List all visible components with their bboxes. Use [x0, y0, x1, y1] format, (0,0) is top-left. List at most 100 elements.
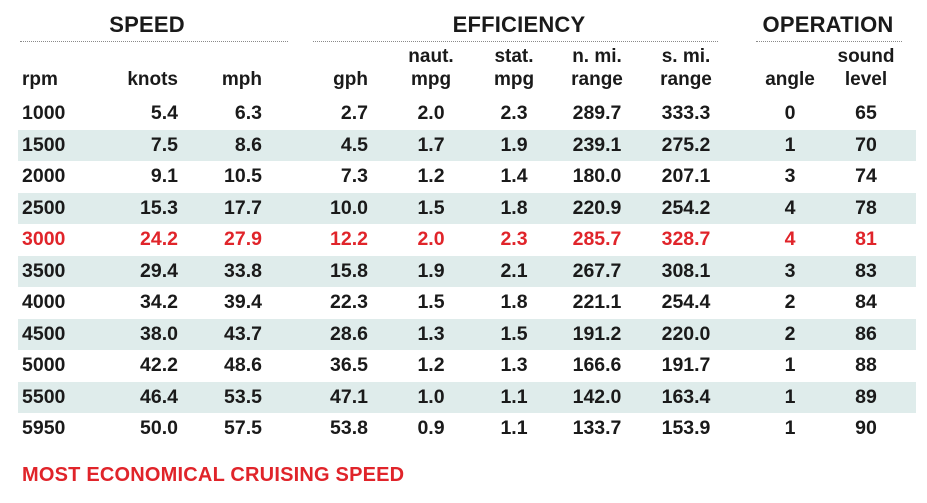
cell-n-mi-range: 180.0: [572, 165, 622, 187]
group-divider-speed: [20, 41, 288, 42]
cell-naut-mpg: 1.2: [417, 165, 445, 187]
cell-knots: 50.0: [140, 417, 178, 439]
table-row: 5950 50.0 57.5 53.8 0.9 1.1 133.7 153.9 1 90: [18, 413, 916, 444]
column-header-s-mi-range-line1: s. mi.: [661, 46, 711, 67]
cell-s-mi-range: 308.1: [661, 259, 711, 282]
cell-n-mi-range: 221.1: [572, 291, 622, 313]
cell-rpm: 3000: [22, 228, 66, 250]
cell-angle: 1: [784, 385, 796, 408]
cell-sound-level: 89: [855, 385, 877, 408]
cell-stat-mpg: 1.8: [500, 291, 528, 313]
column-header-sound-level-line1: sound: [837, 46, 895, 67]
table-row: 1500 7.5 8.6 4.5 1.7 1.9 239.1 275.2 1 70: [18, 129, 916, 161]
group-divider-efficiency: [313, 41, 718, 42]
table-row: 2000 9.1 10.5 7.3 1.2 1.4 180.0 207.1 3 74: [18, 161, 916, 192]
cell-angle: 4: [784, 196, 796, 219]
column-header-rpm-line2: rpm: [22, 69, 58, 90]
cell-angle: 1: [784, 133, 796, 156]
group-header-speed: SPEED: [109, 12, 185, 37]
table-row: 5500 46.4 53.5 47.1 1.0 1.1 142.0 163.4 1 89: [18, 381, 916, 413]
cell-gph: 36.5: [330, 354, 368, 376]
column-header-knots-line2: knots: [127, 69, 178, 90]
cell-gph: 7.3: [340, 165, 368, 187]
cell-mph: 6.3: [234, 102, 262, 124]
cell-naut-mpg: 1.3: [417, 322, 445, 345]
cell-gph: 4.5: [340, 133, 368, 156]
cell-mph: 43.7: [224, 322, 262, 345]
cell-stat-mpg: 2.3: [500, 228, 528, 250]
cell-n-mi-range: 166.6: [572, 354, 622, 376]
cell-mph: 53.5: [224, 385, 262, 408]
cell-mph: 17.7: [224, 196, 262, 219]
table-row: 5000 42.2 48.6 36.5 1.2 1.3 166.6 191.7 1 88: [18, 350, 916, 381]
cell-mph: 10.5: [224, 165, 262, 187]
cell-stat-mpg: 1.5: [500, 322, 528, 345]
cell-rpm: 4000: [22, 291, 66, 313]
cell-angle: 1: [784, 417, 796, 439]
cell-angle: 3: [784, 165, 796, 187]
cell-sound-level: 65: [855, 102, 877, 124]
cell-s-mi-range: 275.2: [661, 133, 711, 156]
cell-naut-mpg: 0.9: [417, 417, 445, 439]
cell-rpm: 1000: [22, 102, 66, 124]
cell-rpm: 2500: [22, 196, 66, 219]
cell-stat-mpg: 1.8: [500, 196, 528, 219]
cell-rpm: 4500: [22, 322, 66, 345]
cell-s-mi-range: 328.7: [661, 228, 711, 250]
cell-n-mi-range: 285.7: [572, 228, 622, 250]
footnote-most-economical: MOST ECONOMICAL CRUISING SPEED: [22, 464, 405, 486]
cell-rpm: 5500: [22, 385, 66, 408]
cell-rpm: 1500: [22, 133, 66, 156]
cell-s-mi-range: 333.3: [661, 102, 711, 124]
cell-naut-mpg: 2.0: [417, 228, 445, 250]
cell-naut-mpg: 1.5: [417, 291, 445, 313]
column-header-n-mi-range-line1: n. mi.: [572, 46, 622, 67]
cell-angle: 0: [784, 102, 796, 124]
column-header-n-mi-range-line2: range: [571, 69, 623, 90]
cell-n-mi-range: 267.7: [572, 259, 622, 282]
cell-naut-mpg: 2.0: [417, 102, 445, 124]
cell-mph: 57.5: [224, 417, 262, 439]
cell-s-mi-range: 191.7: [661, 354, 711, 376]
cell-mph: 33.8: [224, 259, 262, 282]
table-row: 4000 34.2 39.4 22.3 1.5 1.8 221.1 254.4 2 84: [18, 287, 916, 318]
column-header-naut-mpg-line2: mpg: [410, 69, 452, 90]
cell-mph: 8.6: [234, 133, 262, 156]
cell-sound-level: 74: [855, 165, 877, 187]
column-header-naut-mpg-line1: naut.: [408, 46, 454, 67]
group-divider-operation: [756, 41, 902, 42]
cell-knots: 5.4: [150, 102, 178, 124]
cell-angle: 2: [784, 291, 796, 313]
cell-s-mi-range: 153.9: [661, 417, 711, 439]
column-header-stat-mpg-line1: stat.: [494, 46, 534, 67]
cell-stat-mpg: 1.1: [500, 417, 528, 439]
cell-knots: 34.2: [140, 291, 178, 313]
cell-mph: 27.9: [224, 228, 262, 250]
cell-angle: 2: [784, 322, 796, 345]
cell-n-mi-range: 239.1: [572, 133, 622, 156]
cell-s-mi-range: 207.1: [661, 165, 711, 187]
cell-knots: 42.2: [140, 354, 178, 376]
cell-n-mi-range: 142.0: [572, 385, 622, 408]
cell-knots: 7.5: [150, 133, 178, 156]
cell-rpm: 5000: [22, 354, 66, 376]
column-header-gph-line2: gph: [333, 69, 368, 90]
cell-n-mi-range: 220.9: [572, 196, 622, 219]
cell-rpm: 2000: [22, 165, 66, 187]
column-header-stat-mpg-line2: mpg: [493, 69, 535, 90]
column-header-mph-line2: mph: [221, 69, 262, 90]
column-header-sound-level-line2: level: [844, 69, 888, 90]
cell-n-mi-range: 133.7: [572, 417, 622, 439]
cell-sound-level: 90: [855, 417, 877, 439]
cell-sound-level: 78: [855, 196, 877, 219]
group-header-operation: OPERATION: [762, 12, 894, 37]
cell-knots: 38.0: [140, 322, 178, 345]
cell-gph: 2.7: [340, 102, 368, 124]
cell-gph: 22.3: [330, 291, 368, 313]
cell-stat-mpg: 1.4: [500, 165, 528, 187]
cell-stat-mpg: 1.1: [500, 385, 528, 408]
table-row: 4500 38.0 43.7 28.6 1.3 1.5 191.2 220.0 2 86: [18, 318, 916, 350]
table-row: 2500 15.3 17.7 10.0 1.5 1.8 220.9 254.2 4 78: [18, 192, 916, 224]
cell-knots: 29.4: [140, 259, 178, 282]
cell-naut-mpg: 1.7: [417, 133, 445, 156]
